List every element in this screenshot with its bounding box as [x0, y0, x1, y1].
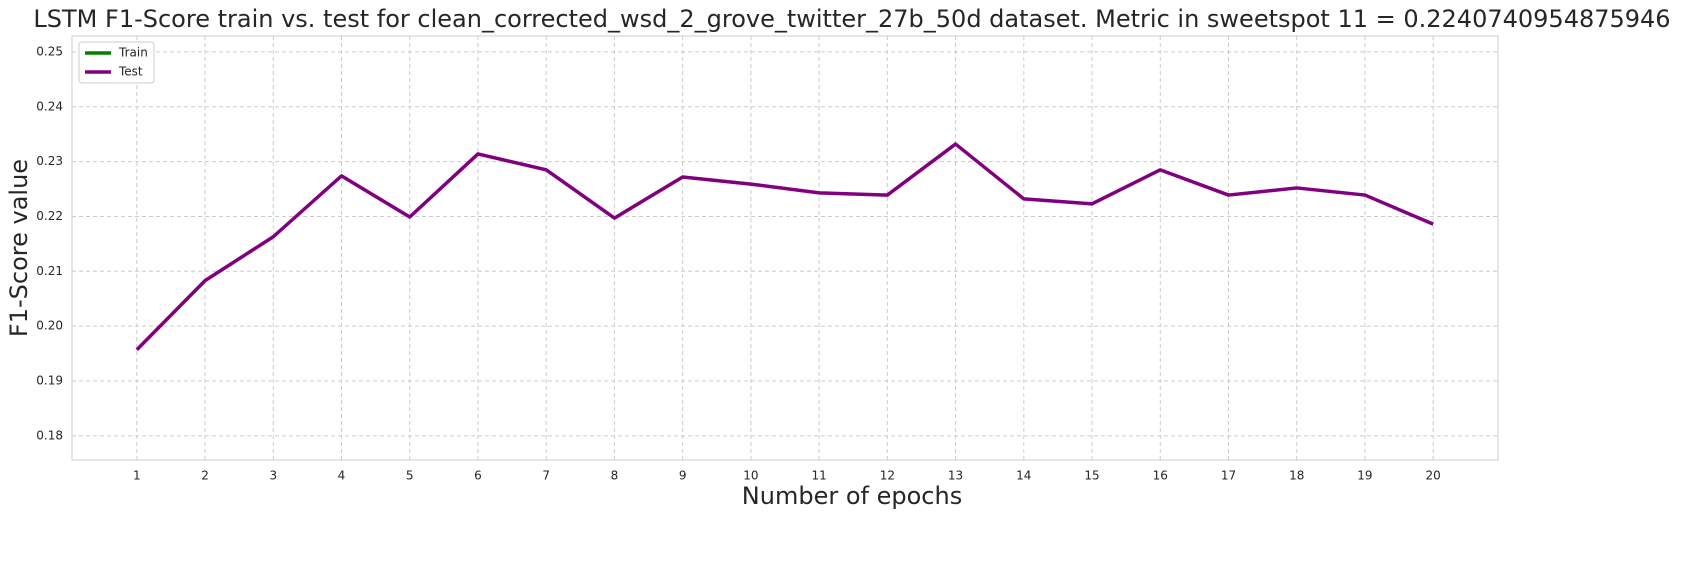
y-tick-label: 0.25 [36, 44, 63, 58]
x-tick-label: 8 [611, 469, 619, 483]
x-tick-label: 13 [948, 469, 963, 483]
y-tick-label: 0.18 [36, 428, 63, 442]
x-tick-label: 10 [743, 469, 758, 483]
y-tick-label: 0.23 [36, 154, 63, 168]
x-tick-label: 16 [1153, 469, 1168, 483]
x-tick-label: 1 [133, 469, 141, 483]
x-tick-label: 12 [880, 469, 895, 483]
legend-label: Train [118, 46, 148, 60]
x-tick-label: 9 [679, 469, 687, 483]
y-tick-label: 0.19 [36, 374, 63, 388]
legend: Train Test [78, 41, 155, 84]
x-tick-label: 6 [474, 469, 482, 483]
y-tick-label: 0.24 [36, 99, 63, 113]
x-tick-label: 17 [1221, 469, 1236, 483]
x-tick-label: 4 [338, 469, 346, 483]
y-tick-label: 0.20 [36, 319, 63, 333]
x-tick-label: 3 [269, 469, 277, 483]
y-tick-label: 0.22 [36, 209, 63, 223]
line [135, 142, 1434, 351]
legend-label: Test [118, 65, 143, 79]
x-tick-label: 15 [1084, 469, 1099, 483]
x-tick-label: 5 [406, 469, 414, 483]
x-tick-label: 18 [1289, 469, 1304, 483]
x-tick-label: 2 [201, 469, 209, 483]
x-tick-label: 20 [1426, 469, 1441, 483]
y-axis-label: F1-Score value [5, 159, 33, 337]
x-tick-label: 7 [542, 469, 550, 483]
chart-title: LSTM F1-Score train vs. test for clean_c… [33, 5, 1670, 33]
y-tick-label: 0.21 [36, 264, 63, 278]
x-tick-label: 11 [811, 469, 826, 483]
plot-frame [71, 35, 1499, 461]
x-tick-label: 19 [1357, 469, 1372, 483]
x-axis-label: Number of epochs [742, 482, 962, 510]
x-tick-label: 14 [1016, 469, 1031, 483]
